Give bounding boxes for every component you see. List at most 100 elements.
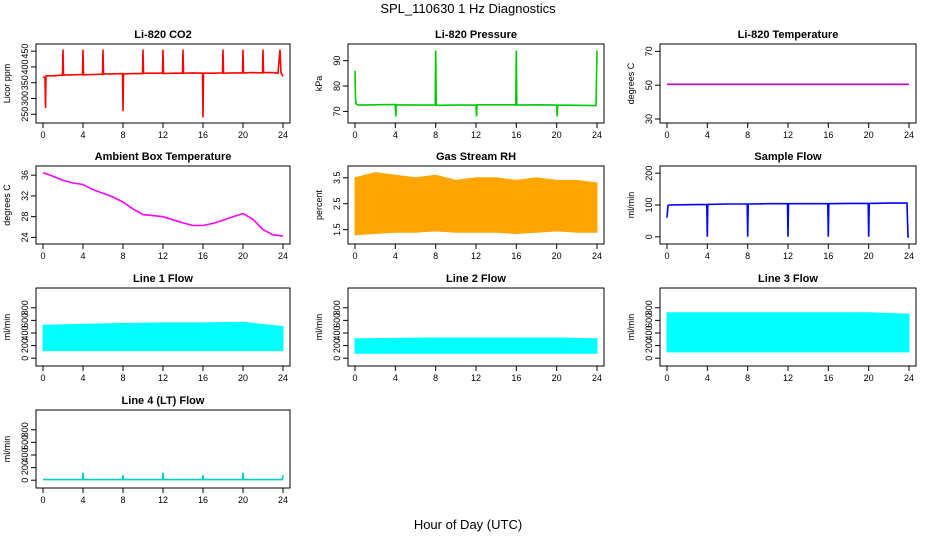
y-tick-label: 0 bbox=[644, 356, 654, 361]
x-tick-label: 4 bbox=[393, 373, 398, 383]
y-tick-label: 50 bbox=[644, 80, 654, 90]
panel-ylabel: degrees C bbox=[2, 184, 12, 226]
x-tick-label: 24 bbox=[904, 251, 914, 261]
y-tick-label: 600 bbox=[332, 313, 342, 328]
y-tick-label: 200 bbox=[20, 338, 30, 353]
y-tick-label: 1.5 bbox=[332, 223, 342, 236]
panel-ylabel: Licor ppm bbox=[2, 64, 12, 104]
x-tick-label: 24 bbox=[278, 251, 288, 261]
x-tick-label: 12 bbox=[471, 130, 481, 140]
x-tick-label: 12 bbox=[783, 130, 793, 140]
x-tick-label: 12 bbox=[471, 373, 481, 383]
x-tick-label: 16 bbox=[511, 373, 521, 383]
x-tick-label: 0 bbox=[40, 373, 45, 383]
panel-title: Line 3 Flow bbox=[758, 273, 818, 285]
y-tick-label: 200 bbox=[644, 166, 654, 181]
y-tick-label: 600 bbox=[20, 435, 30, 450]
x-tick-label: 12 bbox=[158, 251, 168, 261]
y-tick-label: 70 bbox=[644, 46, 654, 56]
x-tick-label: 24 bbox=[592, 251, 602, 261]
panel-ylabel: kPa bbox=[314, 76, 324, 92]
x-tick-label: 20 bbox=[864, 373, 874, 383]
x-tick-label: 16 bbox=[198, 130, 208, 140]
y-tick-label: 800 bbox=[644, 300, 654, 315]
y-tick-label: 200 bbox=[332, 338, 342, 353]
y-tick-label: 32 bbox=[20, 191, 30, 201]
figure-xlabel: Hour of Day (UTC) bbox=[413, 517, 523, 532]
x-tick-label: 0 bbox=[664, 373, 669, 383]
panel-4: Ambient Box Temperature degrees C 0 4 8 12 16 2… bbox=[2, 151, 291, 261]
y-tick-label: 400 bbox=[644, 325, 654, 340]
panel-ylabel: percent bbox=[314, 189, 324, 220]
x-tick-label: 0 bbox=[352, 130, 357, 140]
x-tick-label: 8 bbox=[120, 130, 125, 140]
panel-title: Li-820 CO2 bbox=[134, 29, 191, 41]
y-tick-label: 400 bbox=[20, 447, 30, 462]
panel-9: Line 3 Flow ml/min 0 4 8 12 16 20 24 0 20040060080… bbox=[626, 273, 917, 383]
series-line bbox=[43, 472, 284, 481]
x-tick-label: 16 bbox=[198, 495, 208, 505]
x-tick-label: 0 bbox=[40, 130, 45, 140]
x-tick-label: 8 bbox=[433, 251, 438, 261]
y-tick-label: 600 bbox=[20, 313, 30, 328]
x-tick-label: 24 bbox=[592, 130, 602, 140]
x-tick-label: 24 bbox=[904, 373, 914, 383]
panel-2: Li-820 Pressure kPa 0 4 8 12 16 20 24 70 80 90 bbox=[314, 29, 605, 140]
series-line bbox=[42, 49, 284, 118]
series-area bbox=[354, 172, 598, 236]
x-tick-label: 4 bbox=[393, 130, 398, 140]
panel-title: Ambient Box Temperature bbox=[95, 151, 232, 163]
x-tick-label: 16 bbox=[511, 251, 521, 261]
x-tick-label: 20 bbox=[552, 373, 562, 383]
y-tick-label: 600 bbox=[644, 313, 654, 328]
x-tick-label: 4 bbox=[80, 373, 85, 383]
y-tick-label: 400 bbox=[20, 59, 30, 74]
figure-title: SPL_110630 1 Hz Diagnostics bbox=[380, 1, 556, 16]
x-tick-label: 4 bbox=[705, 251, 710, 261]
panel-ylabel: ml/min bbox=[626, 192, 636, 219]
series-line bbox=[42, 171, 284, 237]
panel-ylabel: ml/min bbox=[2, 436, 12, 463]
y-tick-label: 80 bbox=[332, 81, 342, 91]
panel-frame bbox=[347, 287, 605, 367]
y-tick-label: 28 bbox=[20, 212, 30, 222]
panel-6: Sample Flow ml/min 0 4 8 12 16 20 24 0 100 200 bbox=[626, 151, 917, 261]
y-tick-label: 250 bbox=[20, 107, 30, 122]
y-tick-label: 300 bbox=[20, 91, 30, 106]
y-tick-label: 30 bbox=[644, 114, 654, 124]
y-tick-label: 200 bbox=[20, 460, 30, 475]
x-tick-label: 8 bbox=[120, 251, 125, 261]
panel-8: Line 2 Flow ml/min 0 4 8 12 16 20 24 0 20040060080… bbox=[314, 273, 605, 383]
panel-ylabel: ml/min bbox=[626, 314, 636, 341]
x-tick-label: 4 bbox=[80, 130, 85, 140]
x-tick-label: 16 bbox=[198, 251, 208, 261]
panel-title: Line 2 Flow bbox=[446, 273, 506, 285]
panel-7: Line 1 Flow ml/min 0 4 8 12 16 20 24 0 20040060080… bbox=[2, 273, 291, 383]
x-tick-label: 24 bbox=[904, 130, 914, 140]
x-tick-label: 0 bbox=[664, 130, 669, 140]
panel-10: Line 4 (LT) Flow ml/min 0 4 8 12 16 20 24 0 200400… bbox=[2, 395, 291, 505]
x-tick-label: 8 bbox=[433, 373, 438, 383]
panel-title: Li-820 Temperature bbox=[738, 29, 839, 41]
panel-frame bbox=[35, 165, 291, 245]
y-tick-label: 36 bbox=[20, 170, 30, 180]
y-tick-label: 70 bbox=[332, 106, 342, 116]
x-tick-label: 12 bbox=[158, 373, 168, 383]
x-tick-label: 8 bbox=[745, 373, 750, 383]
x-tick-label: 0 bbox=[40, 251, 45, 261]
x-tick-label: 16 bbox=[823, 251, 833, 261]
x-tick-label: 20 bbox=[238, 495, 248, 505]
x-tick-label: 24 bbox=[592, 373, 602, 383]
y-tick-label: 90 bbox=[332, 56, 342, 66]
x-tick-label: 20 bbox=[238, 251, 248, 261]
y-tick-label: 0 bbox=[332, 356, 342, 361]
x-tick-label: 0 bbox=[352, 251, 357, 261]
y-tick-label: 3.5 bbox=[332, 172, 342, 185]
x-tick-label: 12 bbox=[158, 495, 168, 505]
x-tick-label: 4 bbox=[80, 251, 85, 261]
x-tick-label: 20 bbox=[238, 130, 248, 140]
x-tick-label: 12 bbox=[783, 251, 793, 261]
panel-title: Line 4 (LT) Flow bbox=[122, 395, 205, 407]
panel-title: Line 1 Flow bbox=[133, 273, 193, 285]
